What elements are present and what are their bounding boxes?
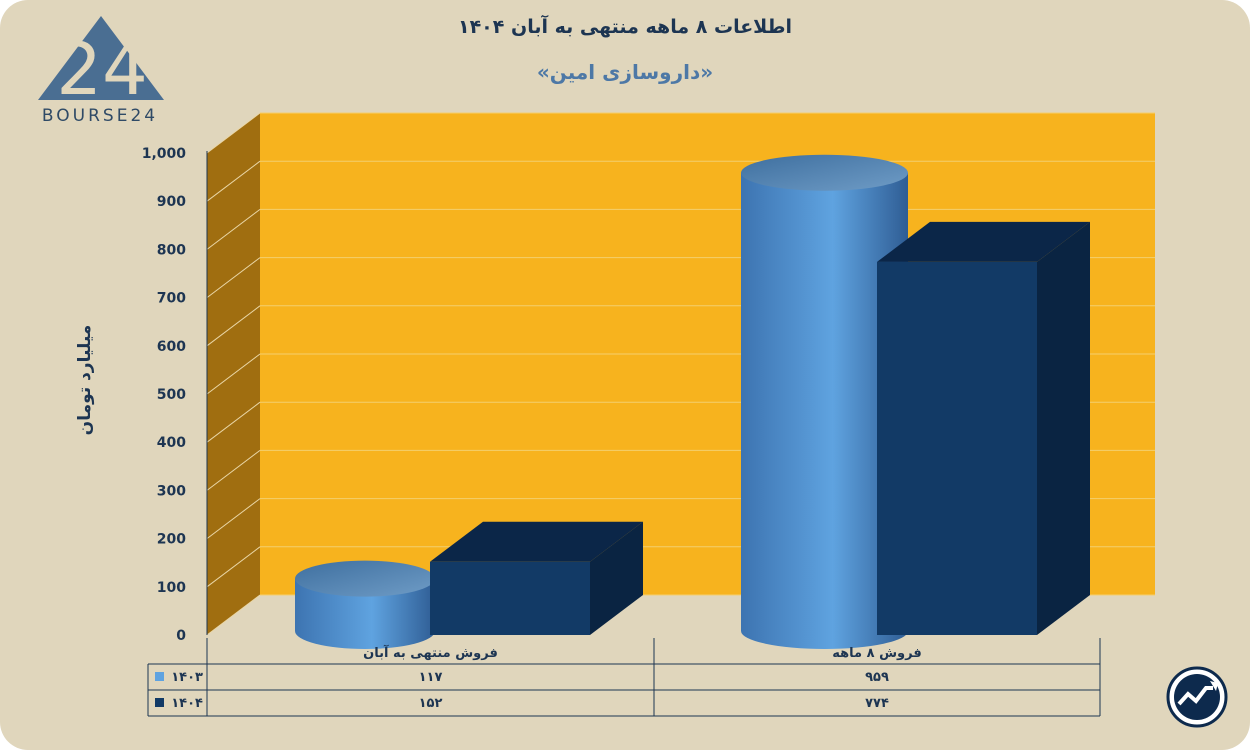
y-tick-label: 400 (157, 435, 186, 451)
y-tick-label: 200 (157, 532, 186, 548)
side-gridline (206, 209, 261, 250)
data-label: ۹۵۹ (865, 670, 889, 685)
legend-label: ۱۴۰۴ (171, 696, 203, 711)
box-side-1 (1037, 221, 1090, 635)
trend-up-icon[interactable] (1166, 666, 1228, 728)
side-gridline (206, 257, 261, 298)
y-tick-label: 100 (157, 580, 186, 596)
side-gridline (206, 401, 261, 443)
y-tick-label: 500 (157, 387, 186, 403)
legend-label: ۱۴۰۳ (171, 670, 203, 685)
y-tick-label: 1,000 (142, 146, 187, 162)
bourse24-logo-icon: 24 (38, 16, 164, 111)
side-gridline (206, 112, 261, 154)
box-bar-1 (877, 261, 1037, 635)
cylinder-top-0 (295, 560, 435, 597)
legend-swatch-1 (155, 698, 164, 707)
logo-text: BOURSE24 (41, 106, 159, 126)
y-tick-label: 300 (157, 483, 186, 499)
box-bar-0 (430, 561, 590, 635)
box-side-0 (590, 521, 643, 635)
data-label: ۱۱۷ (419, 670, 443, 685)
y-tick-label: 800 (157, 242, 186, 258)
side-gridline (206, 305, 261, 347)
side-gridline (206, 594, 261, 636)
side-gridline (206, 450, 261, 491)
data-label: ۷۷۴ (865, 696, 889, 711)
y-tick-label: 0 (176, 628, 186, 644)
category-label: فروش ۸ ماهه (832, 646, 921, 661)
side-gridline (206, 160, 261, 202)
chart-title: اطلاعات ۸ ماهه منتهی به آبان ۱۴۰۴ (457, 16, 793, 38)
box-top-0 (430, 521, 643, 562)
side-gridline (206, 498, 261, 539)
side-gridline (206, 546, 261, 588)
cylinder-bar-0 (295, 578, 435, 649)
side-gridline (206, 353, 261, 395)
y-tick-label: 600 (157, 339, 186, 355)
data-table: فروش منتهی به آبان فروش ۸ ماهه ۱۴۰۳ ۱۱۷ ۹۵۹ ۱… (147, 638, 1101, 717)
y-tick-label: 900 (157, 194, 186, 210)
cylinder-bar-1 (741, 172, 908, 649)
logo-mark: 24 (56, 27, 148, 111)
legend-swatch-0 (155, 672, 164, 681)
category-label: فروش منتهی به آبان (363, 644, 498, 661)
chart-subtitle: «داروسازی امین» (536, 60, 714, 84)
data-label: ۱۵۲ (419, 696, 443, 711)
box-top-1 (877, 221, 1090, 262)
cylinder-top-1 (741, 154, 908, 191)
y-tick-label: 700 (157, 291, 186, 307)
